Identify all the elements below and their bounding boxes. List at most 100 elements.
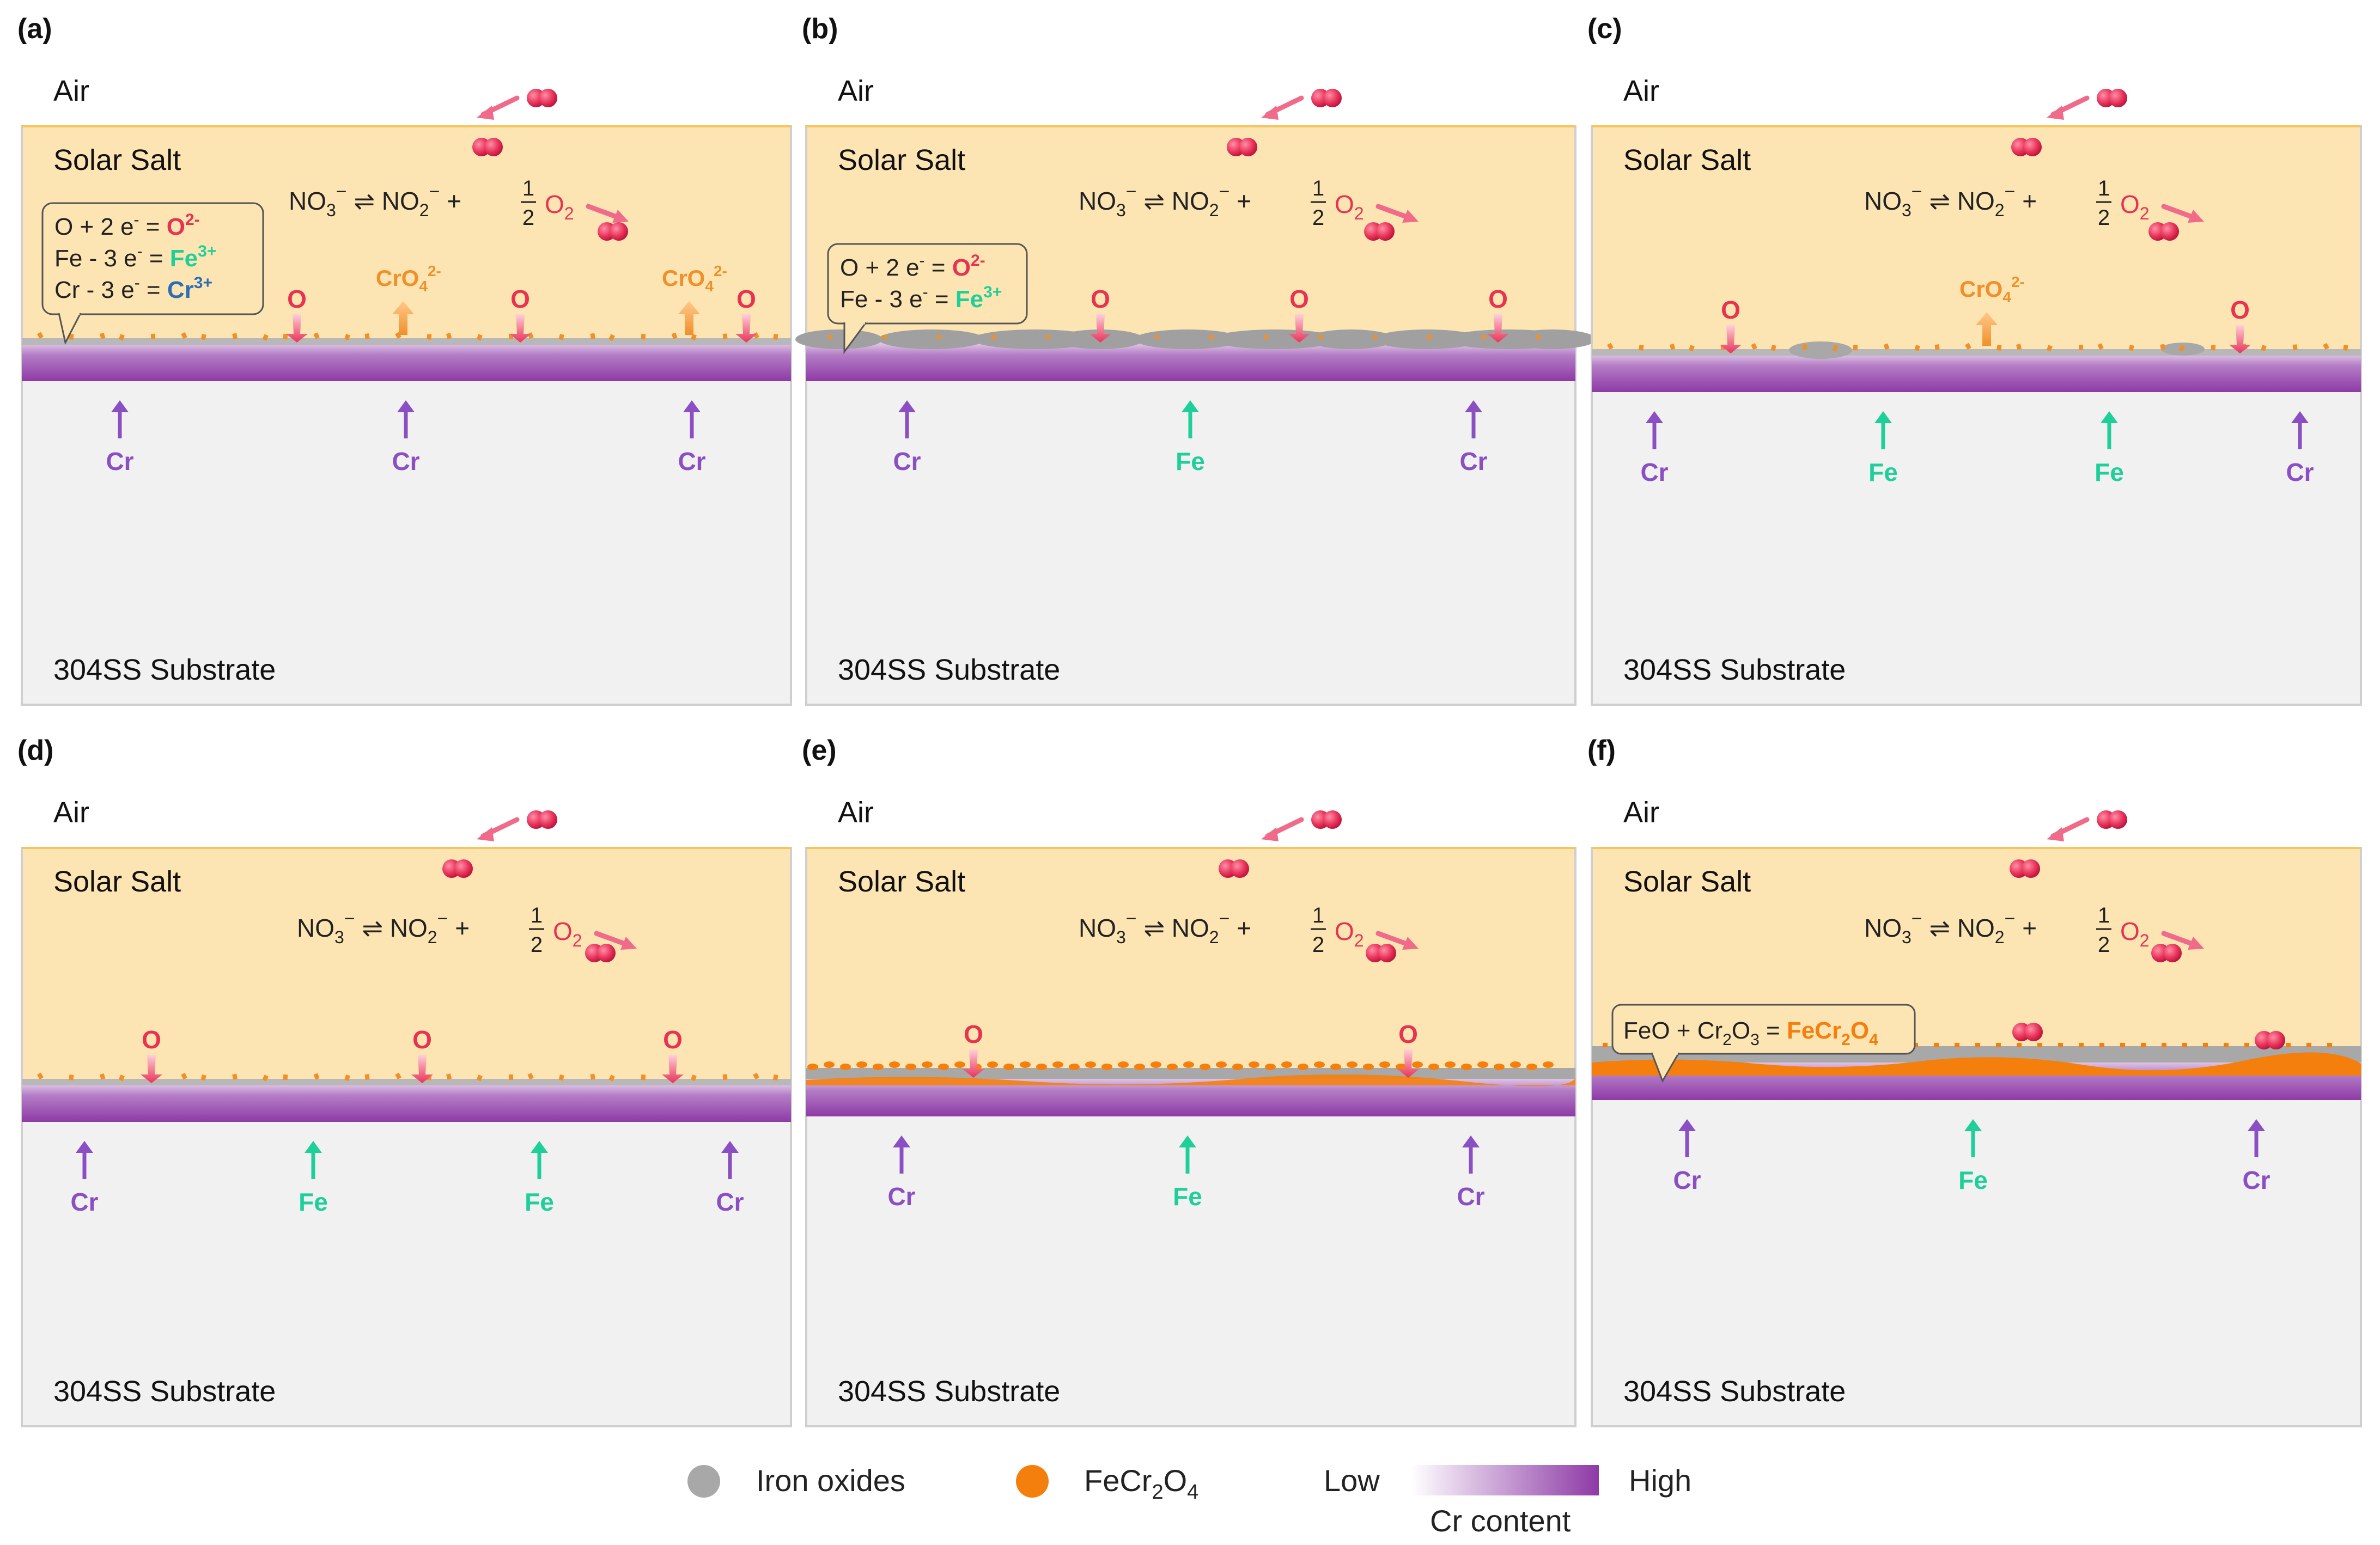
o2-dissolved-molecule xyxy=(472,138,503,156)
panel-tag: (b) xyxy=(802,13,838,45)
o2-dissolved-molecule xyxy=(1227,138,1257,156)
fe-element-label: Fe xyxy=(1958,1166,1988,1194)
svg-text:2: 2 xyxy=(522,206,534,230)
chromate-ion: CrO42- xyxy=(662,262,727,335)
svg-text:O + 2 e- = O2-: O + 2 e- = O2- xyxy=(54,211,200,240)
nitrate-decomposition-equation: NO3− ⇌ NO2− + xyxy=(289,181,461,220)
cr-element-label: Cr xyxy=(392,447,419,475)
cr-gradient-layer xyxy=(22,340,791,381)
svg-text:1: 1 xyxy=(522,176,534,200)
cr-element-label: Cr xyxy=(2286,458,2314,486)
cr-diffusion-arrow: Cr xyxy=(2242,1119,2271,1194)
fe-diffusion-arrow: Fe xyxy=(1868,411,1898,486)
substrate-region xyxy=(806,1116,1575,1426)
surface-film xyxy=(806,1061,1575,1086)
oxygen-adsorption: O xyxy=(141,1025,162,1083)
svg-text:1: 1 xyxy=(531,903,543,927)
cr-diffusion-arrow: Cr xyxy=(1673,1119,1701,1194)
cr-content-label: Cr content xyxy=(1430,1504,1571,1538)
substrate-region xyxy=(22,1122,791,1426)
svg-text:O: O xyxy=(142,1025,161,1054)
substrate-region xyxy=(1592,392,2361,705)
cr-element-label: Cr xyxy=(887,1182,915,1211)
svg-text:O: O xyxy=(1289,285,1309,313)
fe-element-label: Fe xyxy=(2095,458,2124,486)
iron-oxide-particle xyxy=(1134,329,1241,349)
o2-dissolved-molecule xyxy=(1364,222,1395,241)
iron-oxide-particle xyxy=(878,329,985,349)
svg-text:O: O xyxy=(412,1025,432,1054)
svg-text:O: O xyxy=(1091,285,1110,313)
chromate-ion: CrO42- xyxy=(376,262,441,335)
o2-gas-molecule xyxy=(527,810,557,829)
panel-tag: (c) xyxy=(1587,13,1622,45)
legend: Iron oxides FeCr2O4 Low High Cr content xyxy=(687,1463,1691,1538)
nitrate-decomposition-equation: NO3− ⇌ NO2− + xyxy=(1079,181,1251,220)
iron-oxide-particle xyxy=(1789,341,1852,359)
surface-film xyxy=(1592,341,2361,359)
surface-film xyxy=(795,329,1596,349)
svg-text:CrO42-: CrO42- xyxy=(1959,273,2025,306)
o2-product: O2 xyxy=(2120,190,2150,223)
surface-film xyxy=(22,1072,791,1085)
cr-element-label: Cr xyxy=(1459,447,1487,475)
reaction-callout: O + 2 e- = O2-Fe - 3 e- = Fe3+ xyxy=(827,243,1028,355)
cr-diffusion-arrow: Cr xyxy=(1640,411,1669,486)
cr-element-label: Cr xyxy=(1457,1182,1484,1211)
surface-film xyxy=(22,332,791,345)
cr-element-label: Cr xyxy=(678,447,705,475)
svg-text:O: O xyxy=(964,1020,983,1048)
cr-gradient-layer xyxy=(22,1081,791,1122)
cr-element-label: Cr xyxy=(70,1188,98,1216)
fe-diffusion-arrow: Fe xyxy=(1176,400,1205,475)
o2-product: O2 xyxy=(545,190,574,223)
o2-dissolved-molecule xyxy=(2148,222,2179,241)
substrate-label: 304SS Substrate xyxy=(53,1375,276,1408)
iron-oxides-legend-label: Iron oxides xyxy=(756,1463,905,1498)
o2-gas-molecule xyxy=(1311,810,1342,829)
panel-tag: (e) xyxy=(802,735,837,766)
svg-text:2: 2 xyxy=(1312,206,1324,230)
panel-tag: (a) xyxy=(17,13,52,45)
o2-dissolved-molecule xyxy=(2010,859,2040,878)
svg-text:1: 1 xyxy=(2098,176,2110,200)
o2-product: O2 xyxy=(553,917,582,950)
svg-text:1: 1 xyxy=(2098,903,2110,927)
solar-salt-region xyxy=(22,848,791,1081)
o2-adsorbed-molecule xyxy=(2255,1031,2285,1049)
svg-text:CrO42-: CrO42- xyxy=(376,262,441,295)
o2-gas-molecule xyxy=(527,89,557,107)
o2-product: O2 xyxy=(2120,917,2150,950)
oxygen-adsorption: O xyxy=(411,1025,433,1083)
o2-gas-molecule xyxy=(2097,89,2127,107)
cr-diffusion-arrow: Cr xyxy=(716,1141,744,1216)
solar-salt-label: Solar Salt xyxy=(53,865,181,898)
iron-oxide-legend-swatch xyxy=(687,1465,720,1498)
svg-text:Fe - 3 e- = Fe3+: Fe - 3 e- = Fe3+ xyxy=(54,242,216,272)
o2-dissolved-molecule xyxy=(442,859,473,878)
cr-element-label: Cr xyxy=(2242,1166,2270,1194)
svg-text:O: O xyxy=(287,285,307,313)
cr-element-label: Cr xyxy=(893,447,921,475)
air-label: Air xyxy=(838,796,874,829)
panel-tag: (f) xyxy=(1587,735,1616,766)
o2-gas-molecule xyxy=(1311,89,1342,107)
oxygen-adsorption: O xyxy=(1089,285,1111,343)
panel-c: (c)Air Solar Salt 304SS Substrate NO3− ⇌ NO… xyxy=(1587,13,2362,706)
o2-dissolved-molecule xyxy=(1219,859,1249,878)
svg-text:O + 2 e- = O2-: O + 2 e- = O2- xyxy=(840,252,985,281)
fe-diffusion-arrow: Fe xyxy=(2095,411,2124,486)
air-label: Air xyxy=(53,75,89,107)
oxygen-adsorption: O xyxy=(2229,296,2251,353)
cr-diffusion-arrow: Cr xyxy=(678,400,706,475)
svg-text:2: 2 xyxy=(1312,933,1324,957)
solar-salt-label: Solar Salt xyxy=(53,144,181,176)
svg-text:1: 1 xyxy=(1312,176,1324,200)
substrate-label: 304SS Substrate xyxy=(1623,654,1846,686)
iron-oxide-particle xyxy=(795,329,882,349)
o2-dissolved-molecule xyxy=(585,944,616,962)
svg-text:2: 2 xyxy=(2098,933,2110,957)
cr-low-label: Low xyxy=(1324,1463,1380,1498)
o2-product: O2 xyxy=(1335,190,1364,223)
